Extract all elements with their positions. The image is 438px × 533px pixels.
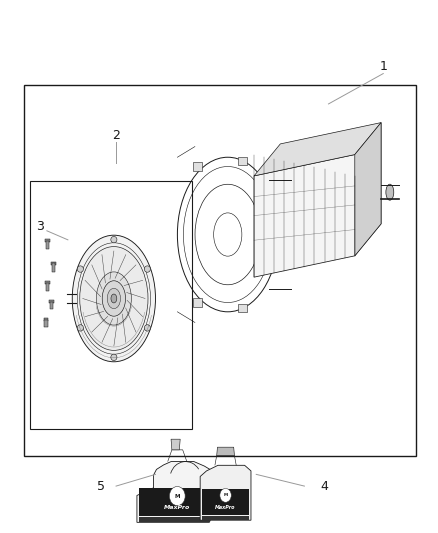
- Bar: [201, 489, 250, 515]
- Text: 5: 5: [97, 480, 105, 492]
- Bar: [51, 262, 56, 264]
- Bar: [270, 257, 279, 266]
- Ellipse shape: [107, 288, 120, 309]
- Bar: [49, 300, 54, 303]
- Bar: [50, 302, 53, 309]
- Ellipse shape: [111, 294, 117, 303]
- Ellipse shape: [96, 272, 131, 325]
- Text: 4: 4: [320, 480, 328, 492]
- Bar: [24, 85, 416, 456]
- Bar: [46, 283, 49, 290]
- Bar: [270, 203, 279, 212]
- Polygon shape: [217, 447, 234, 456]
- Text: 1: 1: [379, 60, 387, 73]
- Polygon shape: [200, 465, 251, 520]
- Bar: [201, 516, 250, 520]
- Polygon shape: [355, 123, 381, 256]
- Bar: [30, 181, 192, 429]
- Bar: [193, 162, 202, 171]
- Text: M: M: [174, 494, 180, 498]
- Polygon shape: [254, 123, 381, 176]
- Ellipse shape: [77, 266, 83, 272]
- Bar: [238, 157, 247, 165]
- Bar: [193, 298, 202, 307]
- Ellipse shape: [77, 325, 83, 331]
- Bar: [139, 488, 210, 516]
- Ellipse shape: [386, 184, 394, 200]
- Ellipse shape: [80, 247, 148, 350]
- Ellipse shape: [111, 237, 117, 243]
- Bar: [44, 320, 48, 327]
- Ellipse shape: [145, 325, 151, 331]
- Ellipse shape: [145, 266, 151, 272]
- Ellipse shape: [102, 281, 126, 316]
- Ellipse shape: [72, 235, 155, 362]
- Polygon shape: [171, 439, 180, 450]
- Bar: [139, 517, 210, 522]
- Bar: [46, 241, 49, 249]
- Polygon shape: [254, 123, 381, 277]
- Text: 2: 2: [112, 130, 120, 142]
- Bar: [45, 239, 50, 242]
- Text: MaxPro: MaxPro: [215, 505, 236, 510]
- Ellipse shape: [111, 354, 117, 360]
- Polygon shape: [137, 462, 212, 522]
- Circle shape: [220, 488, 231, 502]
- Text: 3: 3: [36, 220, 44, 233]
- Circle shape: [170, 487, 185, 506]
- Bar: [52, 263, 55, 272]
- Bar: [44, 318, 48, 321]
- Text: MaxPro: MaxPro: [164, 505, 191, 510]
- Text: M: M: [223, 494, 228, 497]
- Bar: [238, 304, 247, 312]
- Bar: [45, 281, 50, 284]
